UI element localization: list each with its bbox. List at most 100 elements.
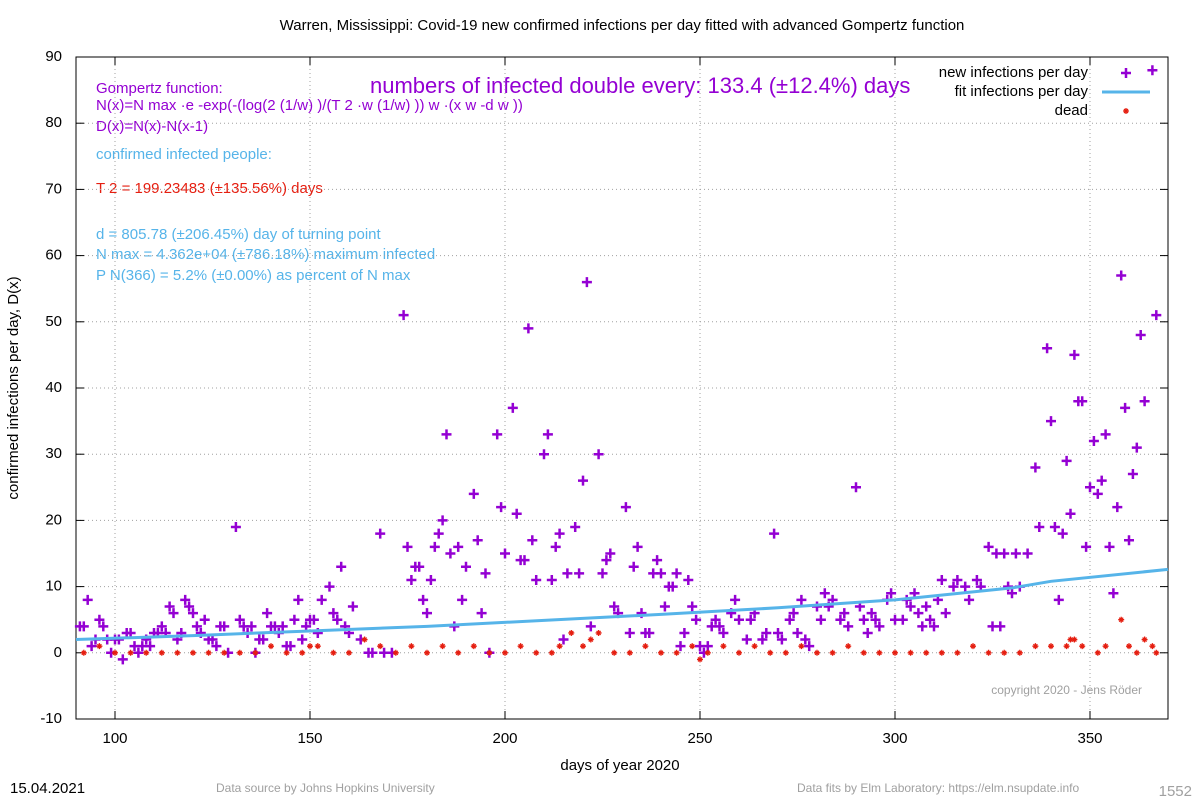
point bbox=[609, 601, 620, 612]
point bbox=[741, 634, 752, 645]
point bbox=[1102, 643, 1109, 650]
point bbox=[236, 649, 243, 656]
point bbox=[1010, 548, 1021, 559]
point bbox=[689, 643, 696, 650]
point bbox=[1057, 528, 1068, 539]
point bbox=[644, 627, 655, 638]
point bbox=[392, 649, 399, 656]
point bbox=[361, 636, 368, 643]
x-tick-label: 200 bbox=[492, 730, 517, 747]
point bbox=[246, 621, 257, 632]
point bbox=[999, 548, 1010, 559]
x-axis-label: days of year 2020 bbox=[560, 757, 679, 774]
point bbox=[697, 656, 703, 663]
annotation: D(x)=N(x)-N(x-1) bbox=[96, 118, 208, 135]
point bbox=[145, 641, 156, 652]
point bbox=[330, 649, 337, 656]
point bbox=[252, 649, 259, 656]
annotation: T 2 = 199.23483 (±135.56%) days bbox=[96, 180, 323, 197]
point bbox=[673, 649, 680, 656]
point bbox=[1124, 535, 1134, 546]
point bbox=[1079, 643, 1086, 650]
point bbox=[1065, 508, 1076, 519]
point bbox=[714, 621, 725, 632]
point bbox=[402, 541, 413, 552]
point bbox=[983, 541, 994, 552]
legend-label: new infections per day bbox=[939, 64, 1089, 81]
point bbox=[1126, 643, 1132, 650]
point bbox=[406, 574, 417, 585]
point bbox=[839, 608, 850, 619]
point bbox=[191, 621, 202, 632]
point bbox=[730, 594, 741, 605]
point bbox=[948, 581, 959, 592]
point bbox=[554, 528, 565, 539]
point bbox=[511, 508, 522, 519]
point bbox=[1016, 649, 1023, 656]
point bbox=[533, 649, 540, 656]
chart-title: Warren, Mississippi: Covid-19 new confir… bbox=[280, 17, 965, 34]
point bbox=[792, 627, 803, 638]
point bbox=[550, 541, 561, 552]
point bbox=[925, 614, 936, 625]
point bbox=[581, 277, 592, 288]
point bbox=[328, 608, 339, 619]
point bbox=[845, 643, 852, 650]
annotation: N(x)=N max ·e -exp(-(log(2 (1/w) )/(T 2 … bbox=[96, 97, 523, 114]
point bbox=[905, 601, 916, 612]
point bbox=[995, 621, 1006, 632]
point bbox=[468, 488, 479, 499]
point bbox=[398, 310, 409, 321]
point bbox=[1088, 435, 1099, 446]
point bbox=[1116, 270, 1127, 281]
point bbox=[964, 594, 975, 605]
point bbox=[1034, 522, 1045, 533]
point bbox=[814, 649, 820, 656]
point bbox=[308, 614, 319, 625]
point bbox=[285, 641, 296, 652]
point bbox=[866, 608, 877, 619]
point bbox=[1108, 588, 1119, 599]
point bbox=[1118, 616, 1125, 623]
point bbox=[293, 594, 304, 605]
legend-swatch bbox=[1123, 108, 1129, 114]
point bbox=[574, 568, 585, 579]
point bbox=[936, 574, 947, 585]
y-tick-label: 80 bbox=[45, 114, 62, 131]
point bbox=[86, 641, 97, 652]
point bbox=[751, 643, 758, 650]
point bbox=[580, 643, 586, 650]
annotation: N max = 4.362e+04 (±786.18%) maximum inf… bbox=[96, 246, 435, 263]
point bbox=[796, 594, 807, 605]
point bbox=[422, 608, 432, 619]
point bbox=[679, 627, 690, 638]
y-tick-label: 30 bbox=[45, 445, 62, 462]
point bbox=[815, 614, 826, 625]
point bbox=[829, 649, 836, 656]
point bbox=[952, 574, 963, 585]
point bbox=[221, 649, 228, 656]
point bbox=[542, 429, 553, 440]
copyright: copyright 2020 - Jens Röder bbox=[991, 683, 1142, 697]
point bbox=[500, 548, 510, 559]
point bbox=[897, 614, 908, 625]
point bbox=[457, 594, 468, 605]
point bbox=[938, 649, 945, 656]
point bbox=[94, 614, 105, 625]
point bbox=[659, 601, 670, 612]
point bbox=[546, 574, 557, 585]
point bbox=[1127, 469, 1138, 480]
point bbox=[1022, 548, 1033, 559]
point bbox=[80, 649, 87, 656]
point bbox=[843, 621, 854, 632]
point bbox=[425, 574, 436, 585]
point bbox=[1100, 429, 1111, 440]
point bbox=[761, 627, 772, 638]
point bbox=[800, 634, 811, 645]
point bbox=[199, 614, 210, 625]
point bbox=[211, 641, 222, 652]
point bbox=[632, 541, 643, 552]
legend-label: dead bbox=[1055, 102, 1088, 119]
point bbox=[804, 641, 815, 652]
point bbox=[548, 649, 555, 656]
